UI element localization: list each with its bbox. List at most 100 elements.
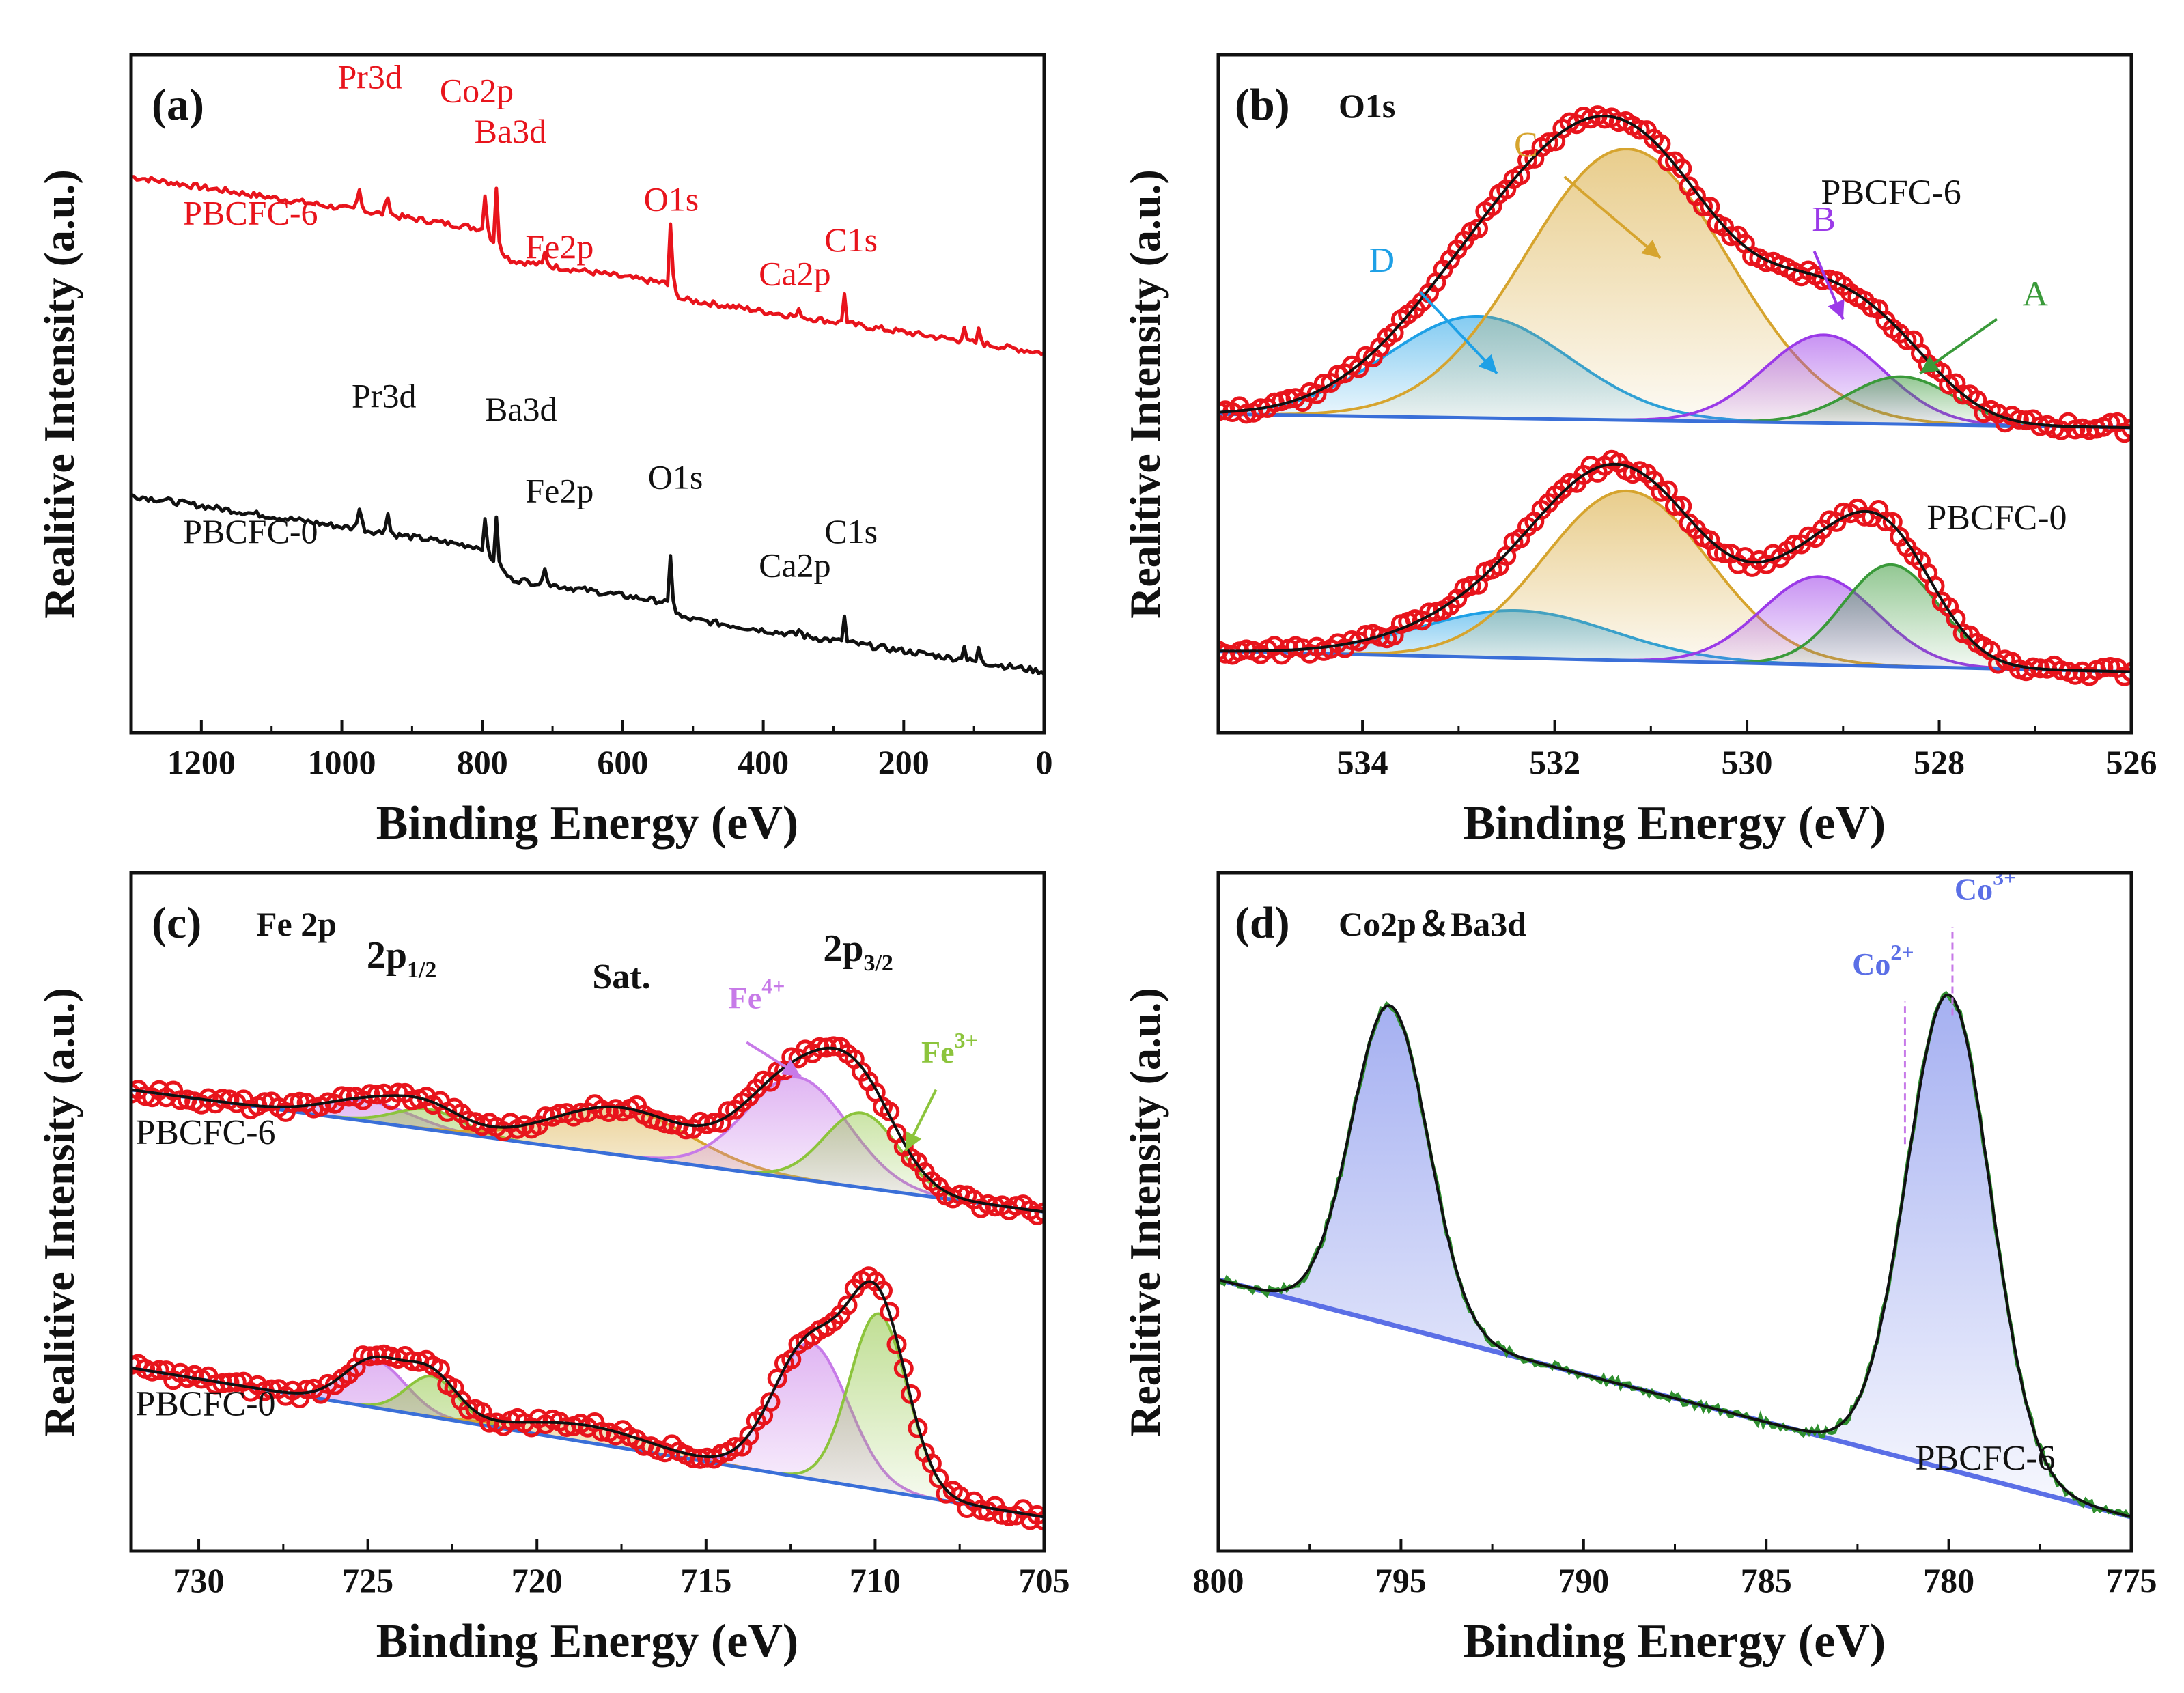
rich-label-base: 2p [367,934,407,977]
data-point-c-PBCFC-0 [760,1392,781,1412]
x-tick-label-c-4: 710 [850,1561,901,1599]
panel-c-frame [129,871,1046,1553]
peak-label-PBCFC-0-6: C1s [824,512,878,550]
data-point-b-PBCFC-0 [1657,480,1678,501]
peak-label-PBCFC-6-0: PBCFC-6 [183,193,318,232]
component-fill-c-PBCFC-6-Fe3+ [131,1089,1044,1212]
data-point-c-PBCFC-0 [458,1399,479,1420]
panel-b-o1s: PBCFC-6 PBCFC-0 D C B A 534 532 530 528 526 (b) O… [1121,53,2157,850]
annotation-arrow-b-0 [1419,291,1498,375]
series-line-PBCFC-0 [131,492,1044,676]
x-tick-label-c-3: 715 [680,1561,731,1599]
annotation-arrowhead-c-0 [781,1059,801,1076]
data-point-c-PBCFC-0 [683,1448,703,1468]
data-point-c-PBCFC-0 [226,1372,247,1393]
rich-label-base: 2p [823,927,863,970]
annotation-label-b-5: A [2022,275,2048,313]
data-point-c-PBCFC-6 [131,1083,141,1104]
peak-label-PBCFC-0-4: O1s [648,458,703,496]
rich-label-c-1: 2p3/2 [823,927,893,976]
data-point-c-PBCFC-0 [725,1437,745,1457]
annotation-label-c-1: PBCFC-0 [135,1384,275,1423]
annotation-label-c-2: Sat. [592,957,650,996]
annotation-label-c-0: PBCFC-6 [135,1113,275,1152]
data-point-b-PBCFC-0 [1559,473,1580,493]
data-point-c-PBCFC-0 [893,1358,914,1379]
panel-a-xlabel: Binding Energy (eV) [376,797,798,850]
panel-d-xlabel: Binding Energy (eV) [1464,1615,1886,1668]
annotation-label-d-0: PBCFC-6 [1915,1439,2055,1478]
x-tick-label-a-0: 1200 [167,743,236,781]
series-line-PBCFC-6 [131,175,1044,356]
annotation-label-b-3: C [1514,126,1538,165]
panel-a-label: (a) [152,80,204,130]
data-point-b-PBCFC-0 [1875,512,1896,532]
panel-b-frame [1216,53,2133,735]
peak-label-PBCFC-0-5: Ca2p [759,546,831,585]
component-fill-d-PBCFC-6-Co3+ [1218,994,2131,1517]
x-tick-label-b-0: 534 [1337,743,1388,781]
data-point-b-PBCFC-6 [1896,330,1917,350]
rich-label-d-1: Co3+ [1955,865,2016,907]
peak-label-PBCFC-6-5: O1s [644,180,699,218]
peak-label-PBCFC-6-2: Co2p [440,72,514,110]
peak-label-PBCFC-0-2: Ba3d [485,390,557,428]
peak-label-PBCFC-6-7: C1s [824,221,878,259]
panel-a-ylabel: Realitive Intensity (a.u.) [35,169,83,619]
data-point-c-PBCFC-0 [929,1468,949,1488]
x-tick-label-b-4: 526 [2106,743,2157,781]
annotation-arrowhead-b-0 [1478,354,1498,374]
annotation-arrowhead-b-2 [1828,299,1845,320]
x-tick-label-a-4: 400 [738,743,789,781]
panel-c-title: Fe 2p [256,905,337,943]
data-point-c-PBCFC-6 [332,1086,352,1106]
data-point-c-PBCFC-0 [205,1374,225,1395]
data-point-b-PBCFC-0 [1461,576,1481,596]
peak-label-PBCFC-0-1: Pr3d [352,376,416,415]
data-point-c-PBCFC-6 [283,1093,303,1113]
annotation-arrow-b-1 [1563,176,1662,260]
peak-label-PBCFC-6-4: Fe2p [525,227,593,266]
rich-label-sup: 2+ [1890,940,1914,964]
component-fill-b-PBCFC-0-A [1218,564,2131,672]
x-tick-label-c-1: 725 [342,1561,393,1599]
data-point-b-PBCFC-0 [2093,658,2114,678]
data-point-c-PBCFC-0 [837,1295,858,1315]
panel-d-label: (d) [1235,898,1290,948]
data-point-b-PBCFC-0 [1356,625,1376,645]
component-fill-b-PBCFC-0-C [1218,490,2131,672]
annotation-arrowhead-b-1 [1641,240,1661,258]
annotation-label-b-1: PBCFC-0 [1927,499,2067,537]
panel-b-ylabel: Realitive Intensity (a.u.) [1121,169,1169,619]
rich-label-base: Fe [729,981,762,1016]
data-point-b-PBCFC-0 [1218,643,1235,664]
baseline-b-PBCFC-0 [1218,649,2131,674]
data-point-b-PBCFC-0 [1924,576,1945,596]
component-fill-c-PBCFC-0-Fe4+ 2p1/2 [131,1360,1044,1517]
x-tick-label-d-3: 785 [1741,1561,1792,1599]
panel-d-ylabel: Realitive Intensity (a.u.) [1121,988,1169,1437]
rich-label-c-3: Fe3+ [921,1028,978,1069]
data-point-b-PBCFC-0 [1714,543,1734,563]
envelope-fit-c-PBCFC-6 [131,1046,1044,1214]
x-tick-label-a-3: 600 [597,743,648,781]
x-tick-label-d-1: 795 [1375,1561,1427,1599]
data-point-c-PBCFC-6 [360,1084,380,1104]
x-tick-label-a-5: 200 [878,743,929,781]
data-point-b-PBCFC-6 [1468,219,1488,238]
x-tick-label-c-0: 730 [173,1561,225,1599]
panel-a-frame [129,53,1046,735]
rich-label-base: Fe [921,1035,955,1069]
x-tick-label-d-0: 800 [1193,1561,1244,1599]
envelope-fit-c-PBCFC-0 [131,1280,1044,1519]
x-tick-label-a-6: 0 [1036,743,1053,781]
component-fill-b-PBCFC-6-C [1218,149,2131,428]
component-fill-c-PBCFC-0-Fe3+ [131,1313,1044,1517]
annotation-label-b-4: B [1812,200,1836,239]
rich-label-c-0: 2p1/2 [367,934,437,983]
x-tick-label-d-4: 780 [1923,1561,1974,1599]
annotation-arrowhead-b-3 [1920,356,1940,374]
